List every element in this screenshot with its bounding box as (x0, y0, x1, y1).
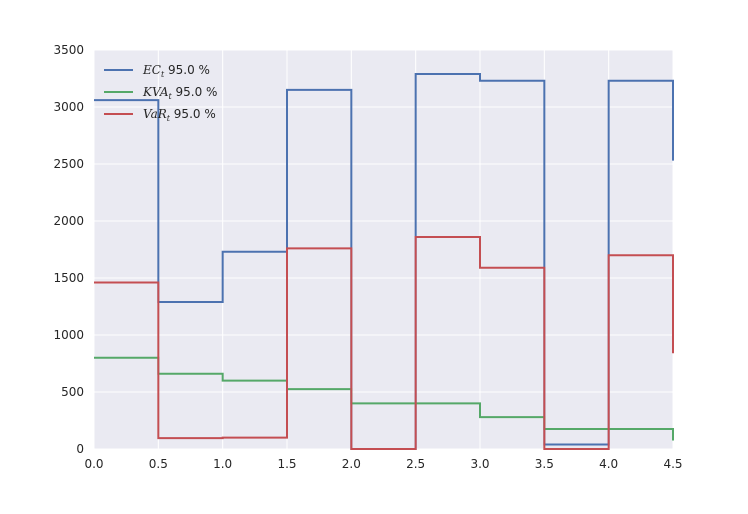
x-tick-label: 3.5 (535, 457, 554, 471)
series-line-var-t (94, 235, 674, 450)
y-tick-label: 3500 (53, 43, 84, 57)
x-tick-label: 0.0 (84, 457, 103, 471)
plot-background (94, 50, 673, 449)
x-tick-label: 1.0 (213, 457, 232, 471)
legend-label: VaRt 95.0 % (143, 107, 216, 123)
x-tick-label: 4.5 (663, 457, 682, 471)
legend-label: ECt 95.0 % (142, 63, 210, 79)
y-tick-label: 2500 (53, 157, 84, 171)
y-tick-label: 2000 (53, 214, 84, 228)
legend: ECt 95.0 % KVAt 95.0 % VaRt 95.0 % (104, 63, 217, 123)
x-tick-label: 0.5 (149, 457, 168, 471)
y-tick-label: 1000 (53, 328, 84, 342)
y-tick-label: 500 (61, 385, 84, 399)
y-axis-ticks: 0 500 1000 1500 2000 2500 3000 3500 (53, 43, 84, 456)
y-tick-label: 1500 (53, 271, 84, 285)
x-tick-label: 3.0 (470, 457, 489, 471)
series-layer (94, 72, 674, 450)
legend-label: KVAt 95.0 % (142, 85, 217, 101)
y-tick-label: 0 (76, 442, 84, 456)
x-tick-label: 2.0 (342, 457, 361, 471)
y-tick-label: 3000 (53, 100, 84, 114)
x-tick-label: 1.5 (277, 457, 296, 471)
x-axis-ticks: 0.0 0.5 1.0 1.5 2.0 2.5 3.0 3.5 4.0 4.5 (84, 457, 682, 471)
x-tick-label: 4.0 (599, 457, 618, 471)
x-tick-label: 2.5 (406, 457, 425, 471)
